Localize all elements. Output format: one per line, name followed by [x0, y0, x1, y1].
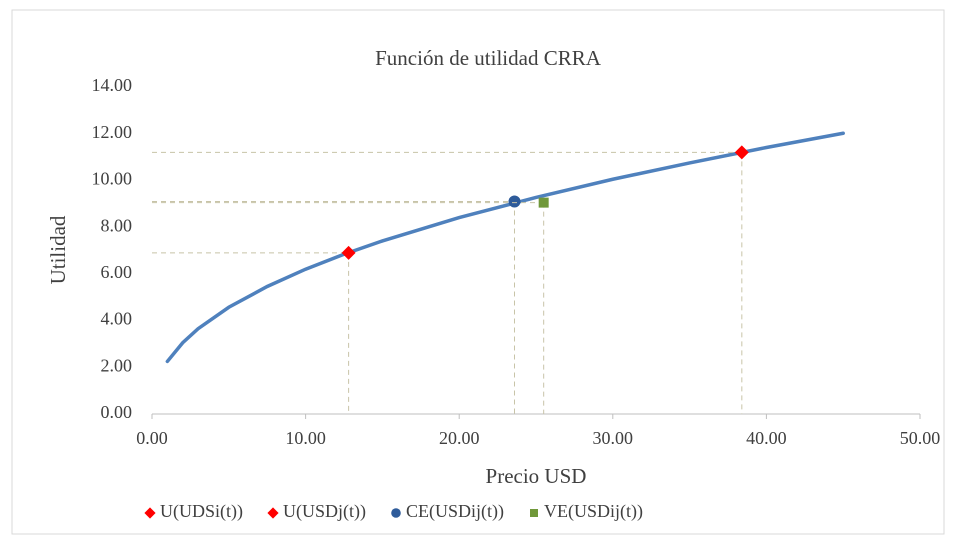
point: [538, 197, 549, 208]
x-tick-label: 50.00: [900, 428, 941, 448]
legend-label: VE(USDij(t)): [544, 501, 643, 522]
chart-title: Función de utilidad CRRA: [375, 46, 602, 70]
legend-marker: [530, 509, 538, 517]
point: [734, 145, 749, 160]
point: [341, 245, 356, 260]
x-tick-label: 30.00: [593, 428, 634, 448]
legend-label: U(USDj(t)): [283, 501, 366, 522]
x-axis-title: Precio USD: [486, 464, 587, 488]
x-tick-label: 20.00: [439, 428, 480, 448]
y-tick-label: 2.00: [101, 355, 133, 375]
point: [508, 195, 521, 208]
y-tick-label: 6.00: [101, 262, 133, 282]
x-tick-label: 40.00: [746, 428, 787, 448]
x-tick-label: 0.00: [136, 428, 168, 448]
y-tick-label: 12.00: [92, 122, 133, 142]
y-axis-title: Utilidad: [46, 215, 70, 284]
chart-frame: [11, 9, 945, 535]
x-tick-label: 10.00: [285, 428, 326, 448]
y-tick-label: 14.00: [92, 75, 133, 95]
y-tick-label: 10.00: [92, 169, 133, 189]
legend-label: CE(USDij(t)): [406, 501, 504, 522]
utility-curve: [165, 131, 845, 364]
y-tick-label: 0.00: [101, 402, 133, 422]
y-tick-label: 4.00: [101, 309, 133, 329]
legend-label: U(UDSi(t)): [160, 501, 243, 522]
legend-marker: [391, 508, 401, 518]
y-tick-label: 8.00: [101, 215, 133, 235]
